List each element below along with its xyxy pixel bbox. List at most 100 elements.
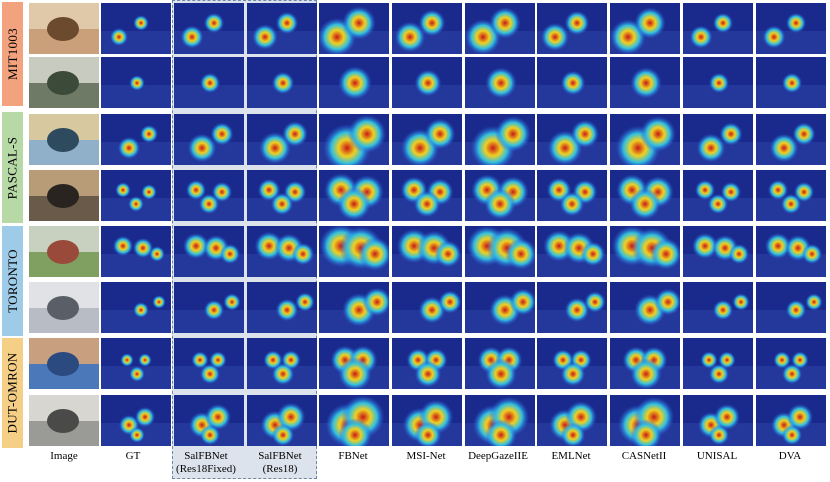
saliency-map	[683, 338, 753, 389]
saliency-map	[465, 114, 535, 165]
saliency-map	[247, 114, 317, 165]
saliency-map	[537, 170, 607, 221]
saliency-map	[174, 3, 244, 54]
saliency-map	[174, 338, 244, 389]
saliency-map	[537, 3, 607, 54]
saliency-map	[319, 395, 389, 446]
input-image	[29, 57, 99, 108]
column-label-deepgazeiie: DeepGazeIIE	[468, 450, 528, 462]
row-label-dut-omron: DUT-OMRON	[2, 338, 23, 448]
input-image	[29, 170, 99, 221]
saliency-map	[319, 170, 389, 221]
saliency-map	[465, 57, 535, 108]
saliency-map	[683, 282, 753, 333]
saliency-map	[174, 282, 244, 333]
saliency-map	[392, 170, 462, 221]
input-image	[29, 338, 99, 389]
saliency-map	[756, 170, 826, 221]
saliency-map	[392, 395, 462, 446]
saliency-map	[756, 114, 826, 165]
saliency-map	[247, 338, 317, 389]
saliency-map	[610, 114, 680, 165]
saliency-map	[247, 170, 317, 221]
saliency-map	[465, 338, 535, 389]
row-label-mit1003: MIT1003	[2, 2, 23, 106]
saliency-map	[247, 3, 317, 54]
saliency-map	[683, 114, 753, 165]
saliency-map	[537, 57, 607, 108]
column-label-emlnet: EMLNet	[551, 450, 591, 462]
saliency-map	[392, 114, 462, 165]
saliency-map	[465, 226, 535, 277]
saliency-map	[174, 226, 244, 277]
saliency-map	[247, 395, 317, 446]
saliency-map	[392, 3, 462, 54]
saliency-map	[683, 395, 753, 446]
saliency-map	[319, 114, 389, 165]
row-label-pascal-s: PASCAL-S	[2, 112, 23, 223]
saliency-map	[756, 338, 826, 389]
saliency-map	[537, 282, 607, 333]
input-image	[29, 226, 99, 277]
saliency-map	[101, 226, 171, 277]
saliency-map	[683, 57, 753, 108]
saliency-map	[683, 226, 753, 277]
saliency-map	[101, 395, 171, 446]
column-label-casnetii: CASNetII	[621, 450, 667, 462]
saliency-map	[319, 57, 389, 108]
saliency-map	[683, 170, 753, 221]
saliency-map	[101, 3, 171, 54]
column-label-salfbnet-res18: SalFBNet (Res18)	[258, 450, 302, 475]
saliency-map	[174, 170, 244, 221]
saliency-map	[174, 114, 244, 165]
saliency-map	[392, 226, 462, 277]
column-label-salfbnet-res18fixed: SalFBNet (Res18Fixed)	[176, 450, 236, 475]
saliency-map	[756, 57, 826, 108]
saliency-map	[465, 170, 535, 221]
saliency-map	[247, 226, 317, 277]
column-label-fbnet: FBNet	[338, 450, 368, 462]
saliency-map	[319, 226, 389, 277]
saliency-map	[319, 282, 389, 333]
saliency-map	[392, 282, 462, 333]
saliency-map	[537, 338, 607, 389]
saliency-map	[247, 282, 317, 333]
saliency-map	[101, 170, 171, 221]
input-image	[29, 282, 99, 333]
saliency-map	[610, 170, 680, 221]
input-image	[29, 3, 99, 54]
saliency-map	[465, 3, 535, 54]
saliency-map	[392, 338, 462, 389]
saliency-map	[174, 395, 244, 446]
saliency-map	[610, 338, 680, 389]
saliency-map	[101, 282, 171, 333]
saliency-map	[247, 57, 317, 108]
saliency-map	[537, 114, 607, 165]
saliency-map	[319, 338, 389, 389]
saliency-map	[610, 395, 680, 446]
column-label-image: Image	[50, 450, 78, 462]
input-image	[29, 395, 99, 446]
column-label-unisal: UNISAL	[696, 450, 738, 462]
saliency-map	[756, 226, 826, 277]
column-label-msi-net: MSI-Net	[406, 450, 446, 462]
saliency-map	[101, 338, 171, 389]
saliency-map	[537, 395, 607, 446]
column-label-gt: GT	[125, 450, 141, 462]
saliency-map	[756, 282, 826, 333]
saliency-map	[465, 395, 535, 446]
row-label-toronto: TORONTO	[2, 226, 23, 336]
column-label-dva: DVA	[778, 450, 802, 462]
saliency-map	[101, 114, 171, 165]
saliency-map	[610, 57, 680, 108]
saliency-map	[756, 3, 826, 54]
saliency-map	[537, 226, 607, 277]
saliency-map	[392, 57, 462, 108]
saliency-map	[683, 3, 753, 54]
saliency-map	[610, 226, 680, 277]
saliency-map	[610, 3, 680, 54]
saliency-map	[610, 282, 680, 333]
saliency-map	[465, 282, 535, 333]
saliency-map	[319, 3, 389, 54]
